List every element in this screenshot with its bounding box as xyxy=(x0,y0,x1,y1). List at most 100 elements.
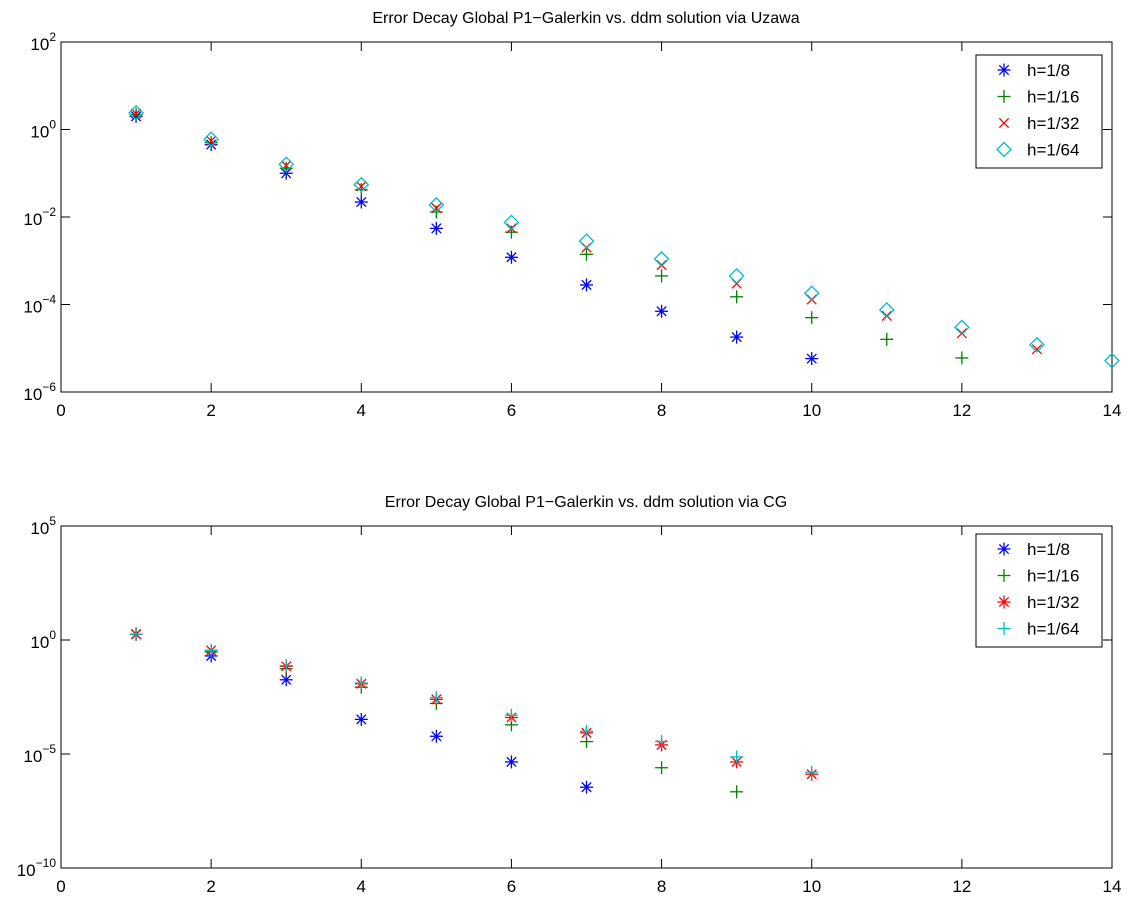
legend-label: h=1/8 xyxy=(1027,61,1070,80)
data-point xyxy=(955,351,969,365)
data-point xyxy=(956,328,967,339)
data-point xyxy=(279,659,293,673)
y-tick-label: 100 xyxy=(30,118,56,142)
data-point xyxy=(506,223,517,234)
data-point xyxy=(805,352,819,366)
data-point xyxy=(129,627,143,641)
data-point xyxy=(580,780,593,794)
data-point xyxy=(1104,352,1120,369)
data-point xyxy=(655,304,669,318)
data-point xyxy=(656,259,667,271)
data-point xyxy=(655,761,669,775)
data-point xyxy=(655,269,669,283)
legend-marker xyxy=(996,141,1012,158)
y-tick-label: 10−5 xyxy=(23,742,56,766)
data-point xyxy=(730,290,744,304)
data-point xyxy=(578,233,595,250)
data-point xyxy=(503,214,520,231)
legend-marker xyxy=(997,542,1011,556)
y-tick-label: 10−6 xyxy=(23,380,56,404)
data-point xyxy=(580,278,593,292)
x-tick-label: 6 xyxy=(507,877,516,896)
data-point xyxy=(878,302,895,318)
x-tick-label: 10 xyxy=(802,877,821,896)
axes-box xyxy=(60,525,1113,869)
data-point xyxy=(803,285,820,302)
data-point xyxy=(1029,336,1045,353)
x-tick-label: 4 xyxy=(357,877,366,896)
legend-label: h=1/32 xyxy=(1027,114,1079,133)
data-point xyxy=(730,750,744,764)
data-point xyxy=(278,156,295,173)
data-point xyxy=(431,202,442,214)
legend: h=1/8 h=1/16 h=1/32 h=1/64 xyxy=(975,54,1103,169)
data-point xyxy=(429,691,443,705)
chart-title: Error Decay Global P1−Galerkin vs. ddm s… xyxy=(385,494,787,511)
data-point xyxy=(354,676,368,690)
data-point xyxy=(354,195,368,209)
data-point xyxy=(881,310,892,321)
legend: h=1/8 h=1/16 h=1/32 h=1/64 xyxy=(975,533,1103,648)
x-tick-label: 4 xyxy=(357,401,366,420)
legend-marker xyxy=(997,569,1011,582)
data-point xyxy=(353,176,370,193)
y-tick-label: 10−2 xyxy=(23,205,56,229)
uzawa-chart: Error Decay Global P1−Galerkin vs. ddm s… xyxy=(23,10,1121,420)
legend-marker xyxy=(997,90,1011,103)
x-tick-label: 14 xyxy=(1103,401,1122,420)
data-point xyxy=(429,221,443,235)
data-point xyxy=(953,319,970,336)
data-point xyxy=(580,247,593,261)
data-point xyxy=(805,311,819,325)
legend-marker xyxy=(997,622,1011,635)
data-point xyxy=(580,724,593,738)
legend-label: h=1/64 xyxy=(1027,620,1079,639)
y-tick-label: 10−10 xyxy=(17,856,57,880)
x-tick-label: 10 xyxy=(802,401,821,420)
legend-marker xyxy=(998,117,1010,129)
x-tick-label: 12 xyxy=(952,877,971,896)
data-point xyxy=(728,268,745,284)
data-point xyxy=(504,708,518,722)
data-point xyxy=(428,196,445,213)
x-tick-label: 2 xyxy=(206,401,215,420)
data-point xyxy=(504,250,518,264)
data-point xyxy=(504,755,518,769)
data-point xyxy=(279,673,293,687)
data-point xyxy=(429,729,443,743)
chart-title: Error Decay Global P1−Galerkin vs. ddm s… xyxy=(372,10,799,27)
data-point xyxy=(354,712,368,726)
x-tick-label: 0 xyxy=(56,401,65,420)
y-tick-label: 102 xyxy=(30,30,56,54)
data-point xyxy=(653,251,670,267)
data-point xyxy=(880,332,894,346)
data-point xyxy=(204,643,218,657)
cg-chart: Error Decay Global P1−Galerkin vs. ddm s… xyxy=(17,494,1122,896)
data-point xyxy=(128,104,144,121)
data-point xyxy=(730,785,744,799)
x-tick-label: 2 xyxy=(206,877,215,896)
legend-label: h=1/32 xyxy=(1027,593,1079,612)
x-tick-label: 8 xyxy=(657,877,666,896)
y-tick-label: 10−4 xyxy=(23,293,56,317)
data-point xyxy=(279,161,293,175)
y-tick-label: 105 xyxy=(30,514,56,538)
data-point xyxy=(203,131,220,148)
legend-marker xyxy=(997,63,1011,77)
y-tick-label: 100 xyxy=(30,628,56,652)
x-tick-label: 0 xyxy=(56,877,65,896)
series-h=1/64 xyxy=(129,627,819,779)
data-point xyxy=(730,330,744,344)
legend-marker xyxy=(997,595,1011,609)
legend-label: h=1/64 xyxy=(1027,141,1079,160)
x-tick-label: 6 xyxy=(507,401,516,420)
legend-label: h=1/16 xyxy=(1027,567,1079,586)
x-tick-label: 8 xyxy=(657,401,666,420)
data-point xyxy=(655,735,669,749)
data-point xyxy=(1031,344,1043,355)
data-point xyxy=(805,765,819,779)
legend-label: h=1/8 xyxy=(1027,540,1070,559)
data-point xyxy=(356,181,367,192)
